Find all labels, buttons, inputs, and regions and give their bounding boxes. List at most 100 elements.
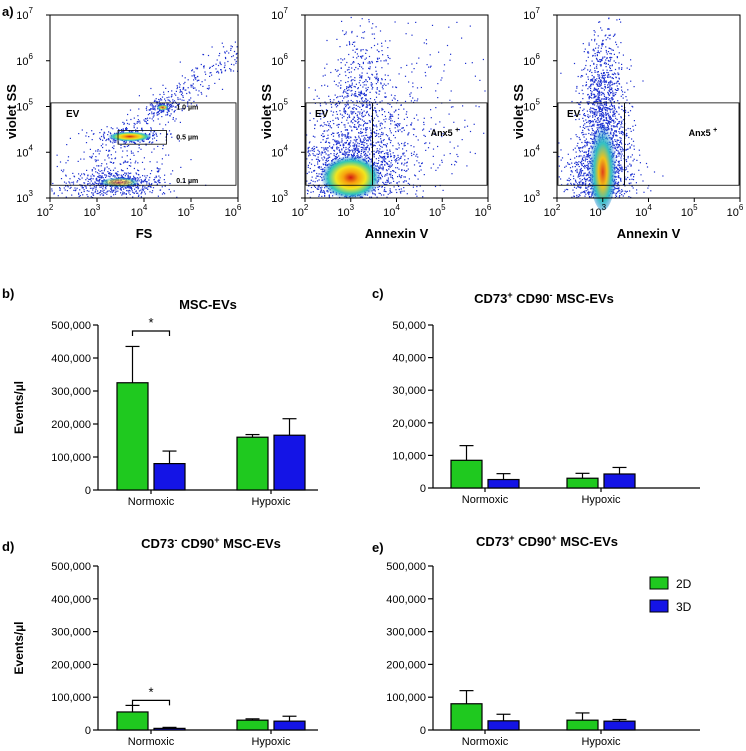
event-dot [375,151,377,153]
event-dot [345,137,347,139]
event-dot [365,49,367,51]
event-dot [368,158,370,160]
event-dot [405,113,407,115]
event-dot [366,127,368,129]
event-dot [365,57,367,59]
event-dot [109,132,111,134]
event-dot [93,183,95,185]
event-dot [71,194,73,196]
event-dot [416,160,418,162]
event-dot [401,169,403,171]
event-dot [117,188,119,190]
event-dot [351,154,353,157]
event-dot [348,89,350,91]
event-dot [338,142,340,144]
event-dot [429,142,431,144]
event-dot [622,119,625,121]
event-dot [613,122,615,124]
event-dot [341,114,343,116]
event-dot [368,120,370,122]
event-dot [391,120,393,122]
event-dot [375,101,377,103]
event-dot [620,164,622,166]
event-dot [317,161,319,163]
event-dot [167,121,169,123]
event-dot [232,55,234,57]
event-dot [341,141,343,143]
event-dot [191,70,193,72]
event-dot [341,140,343,142]
event-dot [397,100,399,102]
event-dot [151,104,153,106]
event-dot [384,144,386,146]
event-dot [599,76,601,78]
event-dot [148,113,151,115]
event-dot [388,118,390,120]
event-dot [56,154,58,156]
event-dot [342,92,344,94]
event-dot [403,176,405,178]
event-dot [626,190,628,192]
event-dot [449,59,451,61]
tick-base: 10 [37,207,49,219]
event-dot [324,67,326,69]
event-dot [381,168,383,170]
event-dot [344,152,346,154]
event-dot [325,141,327,143]
event-dot [365,94,367,96]
event-dot [168,188,170,191]
event-dot [319,176,321,178]
event-dot [359,92,361,94]
event-dot [191,84,193,86]
event-dot [128,192,130,194]
tick-exponent: 4 [143,203,148,212]
event-dot [153,179,155,181]
event-dot [397,130,399,132]
event-dot [145,144,147,146]
event-dot [401,169,403,172]
event-dot [144,191,146,193]
event-dot [347,104,349,106]
event-dot [583,51,585,53]
event-dot [307,193,309,195]
event-dot [62,171,64,173]
event-dot [326,158,328,160]
event-dot [443,126,445,128]
event-dot [591,120,593,122]
event-dot [581,179,583,181]
event-dot [367,86,369,89]
event-dot [123,193,125,195]
event-dot [60,169,63,171]
event-dot [95,178,97,180]
event-dot [165,114,167,116]
event-dot [114,158,116,160]
x-tick-label: 102 [292,203,309,219]
event-dot [582,156,584,158]
event-dot [347,133,349,136]
event-dot [355,140,357,142]
event-dot [181,108,184,110]
event-dot [341,117,343,119]
event-dot [309,141,311,143]
event-dot [63,169,65,171]
event-dot [385,118,387,120]
event-dot [104,192,106,194]
event-dot [110,169,112,171]
event-dot [102,186,104,188]
event-dot [191,69,194,71]
event-dot [591,125,593,128]
event-dot [99,186,101,188]
event-dot [387,179,389,181]
event-dot [416,153,418,155]
event-dot [106,175,108,177]
event-dot [368,21,370,23]
event-dot [574,166,576,168]
event-dot [381,176,383,178]
event-dot [585,152,587,154]
event-dot [93,175,95,177]
event-dot [188,99,190,101]
event-dot [616,144,618,146]
event-dot [423,121,425,123]
event-dot [577,163,579,166]
event-dot [169,108,171,110]
